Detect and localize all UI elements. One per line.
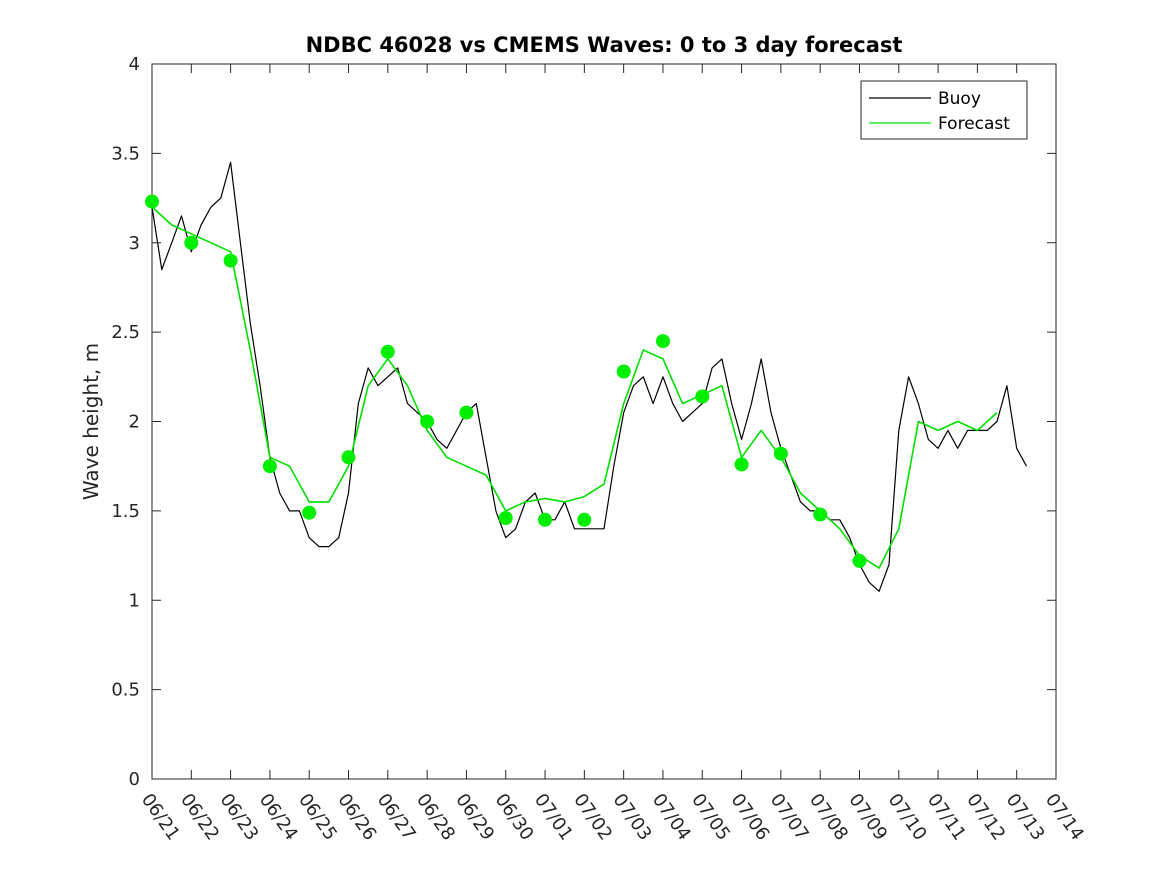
forecast-marker [302, 505, 317, 520]
y-tick-label: 3.5 [111, 143, 140, 164]
forecast-marker [538, 512, 552, 527]
forecast-marker [616, 364, 631, 379]
forecast-marker [184, 235, 199, 250]
y-tick-label: 1 [129, 590, 140, 611]
legend-label-forecast: Forecast [938, 114, 1010, 134]
forecast-marker [852, 553, 867, 568]
y-tick-label: 4 [129, 54, 140, 75]
forecast-marker [695, 389, 710, 404]
series-layer [151, 161, 1028, 592]
legend: Buoy Forecast [860, 80, 1028, 140]
series-line-forecast [151, 206, 998, 569]
y-axis-label: Wave height, m [79, 343, 103, 500]
forecast-marker [420, 414, 435, 429]
forecast-marker [734, 457, 749, 472]
series-line-buoy [151, 161, 1028, 592]
y-tick-label: 2.5 [111, 322, 140, 343]
legend-label-buoy: Buoy [938, 89, 981, 109]
forecast-marker [341, 450, 356, 465]
forecast-marker [498, 511, 513, 525]
y-tick-label: 2 [129, 412, 140, 433]
forecast-marker [223, 253, 238, 268]
y-tick-label: 0 [129, 769, 140, 790]
forecast-marker [380, 344, 395, 359]
forecast-marker [577, 512, 592, 527]
y-tick-label: 0.5 [111, 680, 140, 701]
forecast-marker [262, 459, 277, 474]
y-tick-label: 1.5 [111, 501, 140, 522]
forecast-marker [145, 194, 159, 209]
legend-box [860, 80, 1028, 140]
y-axis-ticks: 0 0.5 1 1.5 2 2.5 3 3.5 4 [111, 54, 1056, 790]
y-tick-label: 3 [129, 233, 140, 254]
forecast-markers [145, 194, 867, 568]
forecast-marker [813, 507, 828, 522]
chart-title: NDBC 46028 vs CMEMS Waves: 0 to 3 day fo… [306, 33, 903, 57]
forecast-marker [656, 334, 670, 349]
forecast-marker [773, 446, 788, 461]
forecast-marker [459, 405, 474, 420]
plot-area [151, 63, 1057, 780]
